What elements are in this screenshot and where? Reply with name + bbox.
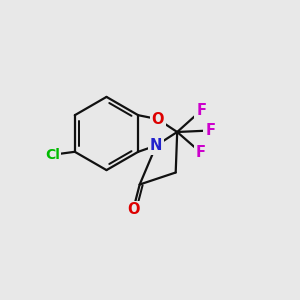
Text: N: N: [150, 138, 162, 153]
Text: O: O: [152, 112, 164, 127]
Text: O: O: [127, 202, 139, 217]
Text: F: F: [205, 123, 215, 138]
Text: Cl: Cl: [45, 148, 60, 162]
Text: F: F: [196, 145, 206, 160]
Text: F: F: [196, 103, 206, 118]
